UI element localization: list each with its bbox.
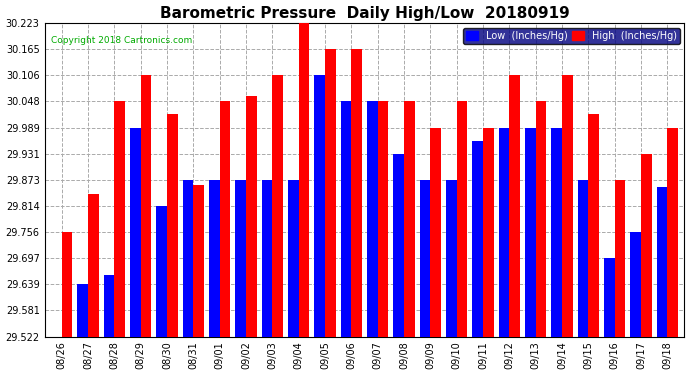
Bar: [446, 180, 457, 337]
Bar: [641, 154, 651, 337]
Bar: [315, 75, 325, 337]
Bar: [562, 75, 573, 337]
Bar: [157, 206, 167, 337]
Bar: [535, 101, 546, 337]
Bar: [499, 128, 509, 337]
Text: Copyright 2018 Cartronics.com: Copyright 2018 Cartronics.com: [51, 36, 193, 45]
Bar: [431, 128, 441, 337]
Bar: [262, 180, 273, 337]
Bar: [61, 232, 72, 337]
Bar: [377, 101, 388, 337]
Bar: [299, 23, 309, 337]
Bar: [288, 180, 299, 337]
Bar: [351, 49, 362, 337]
Bar: [404, 101, 415, 337]
Bar: [193, 185, 204, 337]
Bar: [509, 75, 520, 337]
Bar: [104, 275, 115, 337]
Bar: [604, 258, 615, 337]
Bar: [115, 101, 125, 337]
Bar: [483, 128, 493, 337]
Bar: [657, 187, 667, 337]
Bar: [631, 232, 641, 337]
Bar: [235, 180, 246, 337]
Bar: [420, 180, 431, 337]
Bar: [341, 101, 351, 337]
Bar: [219, 101, 230, 337]
Bar: [589, 114, 599, 337]
Bar: [525, 128, 535, 337]
Bar: [88, 194, 99, 337]
Bar: [393, 154, 404, 337]
Bar: [183, 180, 193, 337]
Bar: [130, 128, 141, 337]
Bar: [273, 75, 283, 337]
Bar: [667, 128, 678, 337]
Bar: [246, 96, 257, 337]
Legend: Low  (Inches/Hg), High  (Inches/Hg): Low (Inches/Hg), High (Inches/Hg): [463, 28, 680, 44]
Bar: [578, 180, 589, 337]
Bar: [551, 128, 562, 337]
Bar: [457, 101, 467, 337]
Bar: [473, 141, 483, 337]
Title: Barometric Pressure  Daily High/Low  20180919: Barometric Pressure Daily High/Low 20180…: [159, 6, 569, 21]
Bar: [615, 180, 625, 337]
Bar: [167, 114, 177, 337]
Bar: [367, 101, 377, 337]
Bar: [325, 49, 335, 337]
Bar: [77, 284, 88, 337]
Bar: [141, 75, 151, 337]
Bar: [209, 180, 219, 337]
